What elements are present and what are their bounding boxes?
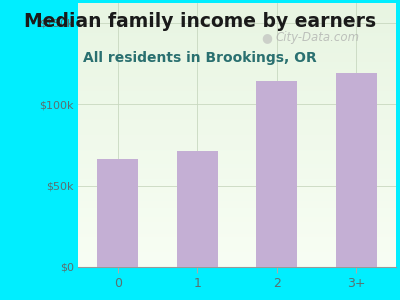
Bar <box>336 73 377 267</box>
Text: ●: ● <box>261 31 272 44</box>
Text: All residents in Brookings, OR: All residents in Brookings, OR <box>83 51 317 65</box>
Bar <box>256 81 298 267</box>
Bar <box>176 151 218 267</box>
Bar <box>97 159 138 267</box>
Text: Median family income by earners: Median family income by earners <box>24 12 376 31</box>
Text: City-Data.com: City-Data.com <box>275 31 359 44</box>
